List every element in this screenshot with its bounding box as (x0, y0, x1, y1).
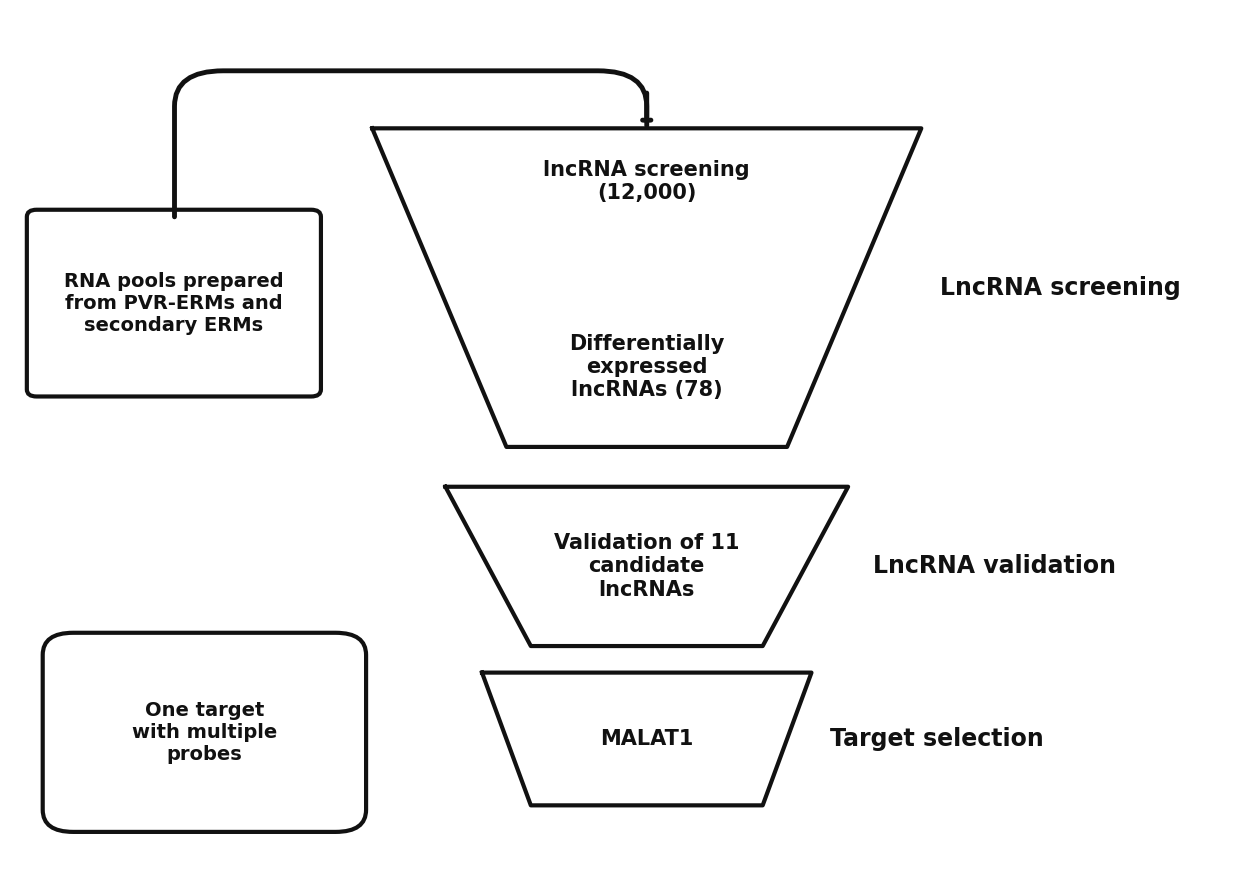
Polygon shape (445, 487, 848, 646)
Text: Differentially
expressed
lncRNAs (78): Differentially expressed lncRNAs (78) (569, 334, 724, 401)
Text: Validation of 11
candidate
lncRNAs: Validation of 11 candidate lncRNAs (554, 533, 739, 600)
Polygon shape (372, 128, 921, 447)
Text: LncRNA validation: LncRNA validation (873, 554, 1116, 579)
FancyBboxPatch shape (27, 210, 321, 396)
Text: Target selection: Target selection (830, 727, 1044, 751)
Text: One target
with multiple
probes: One target with multiple probes (131, 701, 277, 764)
Polygon shape (482, 673, 811, 805)
Text: MALAT1: MALAT1 (600, 729, 693, 749)
Text: LncRNA screening: LncRNA screening (940, 275, 1180, 300)
Text: lncRNA screening
(12,000): lncRNA screening (12,000) (543, 160, 750, 203)
FancyBboxPatch shape (42, 633, 366, 832)
Text: RNA pools prepared
from PVR-ERMs and
secondary ERMs: RNA pools prepared from PVR-ERMs and sec… (64, 272, 284, 335)
